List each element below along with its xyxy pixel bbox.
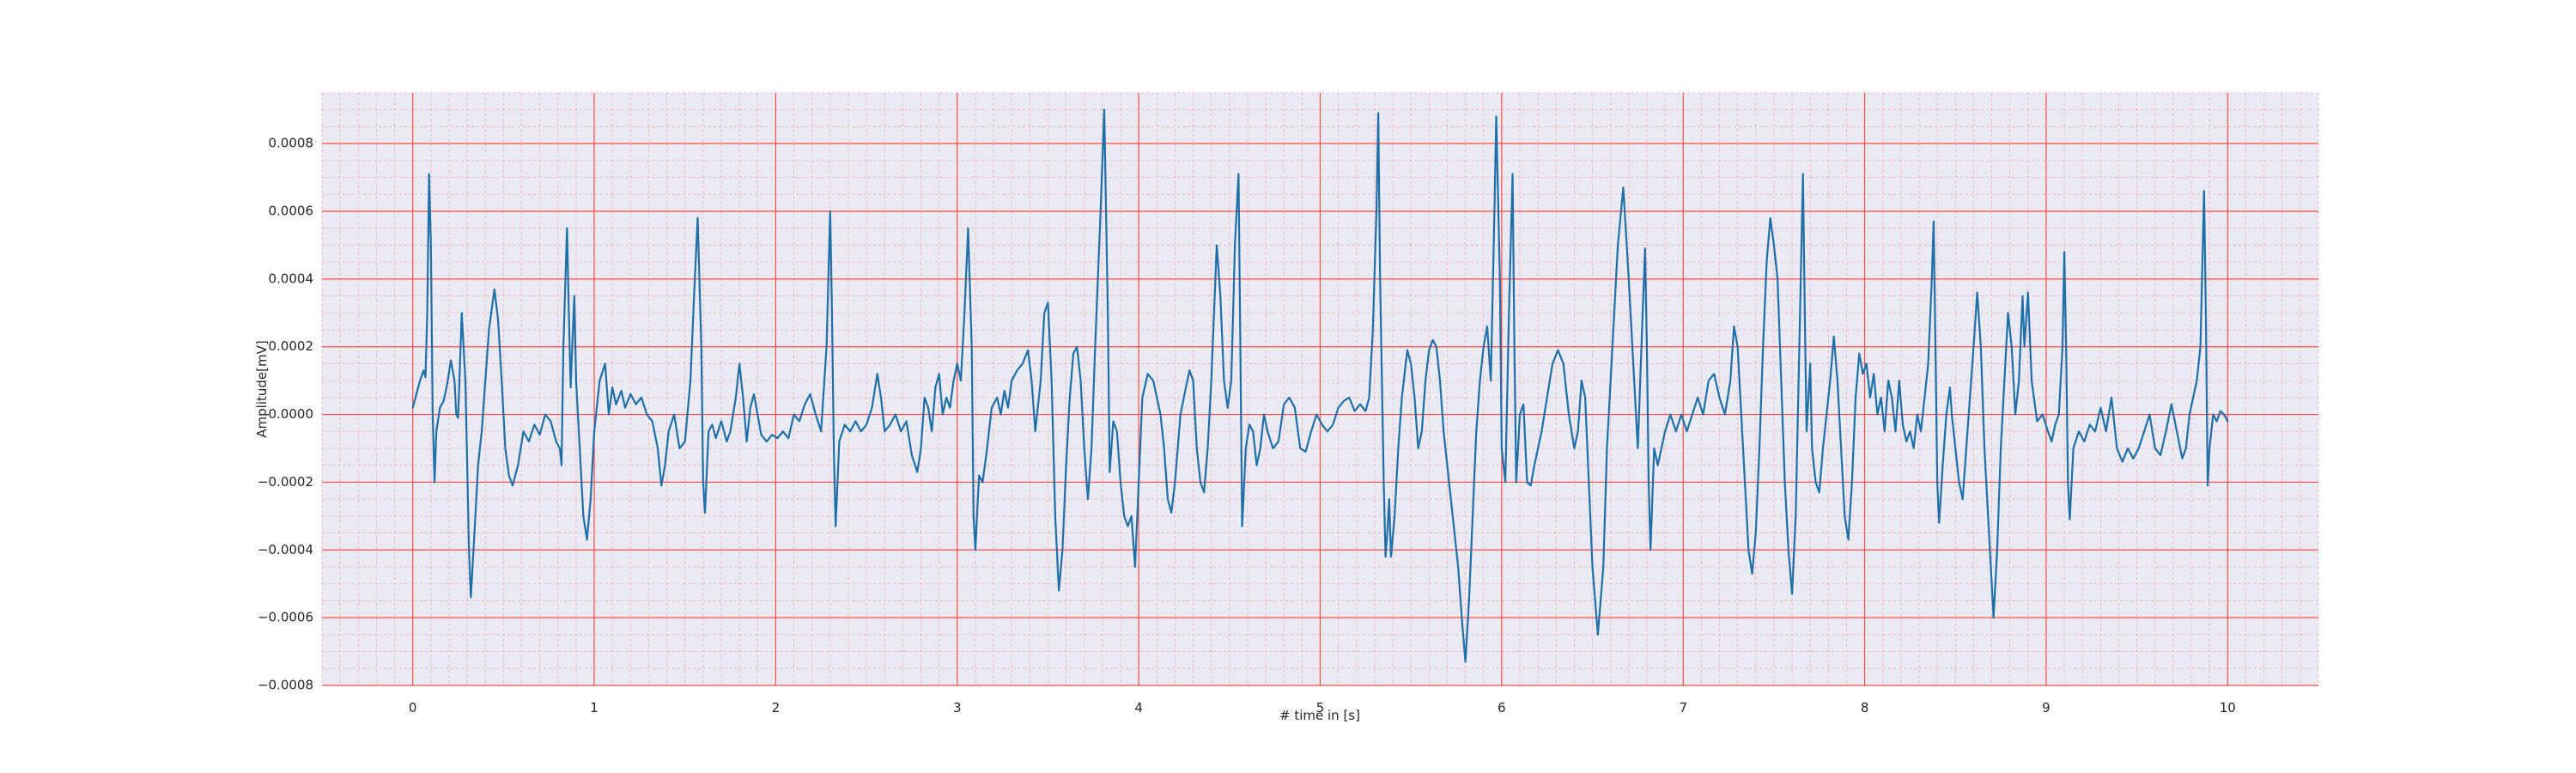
x-tick-label: 10 — [2220, 700, 2236, 715]
y-tick-label: 0.0006 — [269, 204, 314, 219]
series-group — [411, 108, 2229, 663]
minor-grid — [321, 92, 2319, 685]
x-tick-labels: 0 1 2 3 4 5 6 7 8 9 10 — [409, 700, 2236, 715]
x-tick-label: 8 — [1861, 700, 1869, 715]
y-tick-label: −0.0008 — [258, 678, 313, 693]
x-tick-label: 2 — [772, 700, 781, 715]
x-tick-label: 5 — [1316, 700, 1325, 715]
y-axis-label: Amplitude[mV] — [254, 340, 270, 437]
x-tick-label: 4 — [1134, 700, 1143, 715]
x-tick-label: 9 — [2042, 700, 2050, 715]
y-tick-label: −0.0006 — [258, 610, 313, 625]
x-tick-label: 1 — [590, 700, 598, 715]
x-tick-label: 3 — [953, 700, 962, 715]
ecg-series-line — [411, 108, 2229, 663]
x-tick-label: 7 — [1679, 700, 1687, 715]
y-tick-label: −0.0004 — [258, 542, 313, 557]
y-tick-label: 0.0000 — [269, 406, 314, 422]
y-tick-label: 0.0004 — [269, 271, 314, 286]
y-tick-label: 0.0002 — [269, 338, 314, 354]
x-tick-label: 0 — [409, 700, 417, 715]
y-tick-label: −0.0002 — [258, 474, 313, 490]
y-tick-label: 0.0008 — [269, 136, 314, 151]
major-grid — [322, 93, 2318, 686]
x-axis-label: # time in [s] — [1279, 708, 1360, 723]
x-tick-label: 6 — [1498, 700, 1506, 715]
y-tick-labels: −0.0008 −0.0006 −0.0004 −0.0002 0.0000 0.0002… — [258, 136, 313, 693]
